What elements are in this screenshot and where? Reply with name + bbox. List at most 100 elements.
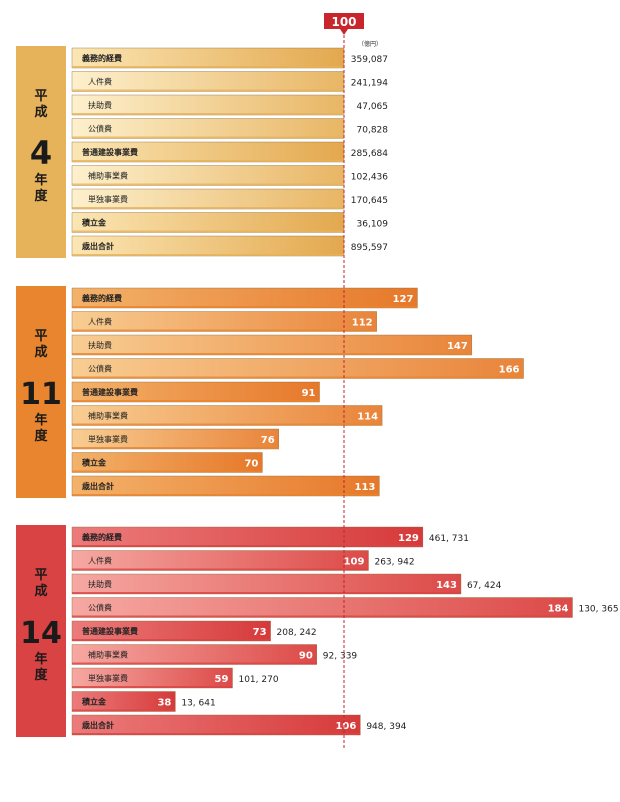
category-label: 補助事業費 [88, 171, 128, 181]
bar [71, 597, 573, 618]
bar-shadow [72, 353, 472, 355]
year-suffix-char: 度 [34, 428, 48, 444]
bar-shadow [72, 545, 423, 547]
category-label: 扶助費 [88, 340, 112, 350]
index-value-label: 70 [244, 459, 258, 470]
bar [71, 94, 345, 116]
bar-row: 公債費 70,828 [71, 118, 388, 139]
reference-marker: 100 [324, 13, 364, 35]
bar-shadow [72, 423, 383, 426]
index-value-label: 129 [398, 533, 419, 544]
year-panel [16, 525, 66, 737]
bar-shadow [72, 400, 320, 402]
bar [71, 573, 462, 595]
category-label: 人件費 [88, 317, 112, 327]
year-suffix-char: 度 [34, 667, 48, 683]
year-number: 11 [20, 377, 62, 412]
amount-label: 47,065 [357, 102, 389, 112]
category-label: 単独事業費 [88, 673, 128, 683]
bar-row: 歳出合計 895,597 [71, 235, 388, 257]
bar-shadow [72, 183, 344, 186]
bar-row: 積立金 38 13, 641 [71, 691, 216, 712]
bar [71, 118, 345, 139]
bar-row: 扶助費 143 67, 424 [71, 573, 502, 595]
year-group-4: 平成 4年度 義務的経費 359,087 人件費 241,194 扶助費 47,065 公債費 7… [16, 40, 388, 258]
amount-label: 101, 270 [238, 675, 278, 685]
category-label: 歳出合計 [82, 241, 114, 251]
category-label: 義務的経費 [82, 53, 122, 63]
bar-shadow [72, 470, 263, 473]
bar-row: 補助事業費 102,436 [71, 165, 388, 186]
bar-shadow [72, 615, 573, 618]
bar-row: 義務的経費 129 461, 731 [71, 526, 469, 548]
reference-badge [324, 13, 364, 35]
amount-label: 263, 942 [374, 558, 414, 568]
index-value-label: 166 [499, 365, 520, 376]
index-value-label: 109 [344, 557, 365, 568]
index-value-label: 143 [436, 580, 457, 591]
year-era-char: 成 [34, 344, 47, 360]
year-panel [16, 46, 66, 258]
index-value-label: 91 [302, 388, 316, 399]
bar-shadow [72, 568, 369, 571]
category-label: 公債費 [88, 124, 112, 134]
bar-shadow [72, 639, 271, 641]
bar [71, 287, 418, 309]
bar-row: 義務的経費 359,087 [71, 47, 388, 69]
year-suffix-char: 年 [34, 651, 47, 667]
bar-shadow [72, 207, 344, 209]
amount-label: 67, 424 [467, 581, 502, 591]
amount-label: 92, 339 [323, 652, 358, 662]
bar-row: 人件費 112 [71, 311, 377, 332]
year-suffix-char: 度 [34, 188, 48, 204]
amount-label: 461, 731 [429, 534, 469, 544]
index-value-label: 184 [548, 604, 569, 615]
bar-row: 積立金 70 [71, 452, 263, 473]
category-label: 単独事業費 [88, 194, 128, 204]
category-label: 普通建設事業費 [82, 387, 138, 397]
bar-row: 扶助費 147 [71, 334, 473, 356]
amount-label: 948, 394 [366, 722, 406, 732]
bar [71, 212, 345, 233]
index-value-label: 112 [352, 318, 373, 329]
index-value-label: 73 [253, 627, 267, 638]
category-label: 歳出合計 [82, 720, 114, 730]
index-value-label: 90 [299, 651, 313, 662]
category-label: 普通建設事業費 [82, 626, 138, 636]
amount-label: 895,597 [351, 243, 388, 253]
year-era-char: 平 [34, 329, 47, 344]
category-label: 補助事業費 [88, 650, 128, 660]
bar [71, 714, 361, 736]
year-suffix-char: 年 [34, 412, 47, 428]
bar-row: 義務的経費 127 [71, 287, 418, 309]
bar-row: 扶助費 47,065 [71, 94, 389, 116]
bar-shadow [72, 254, 344, 256]
bar-shadow [72, 306, 418, 308]
bar-shadow [72, 686, 233, 688]
amount-label: 359,087 [351, 55, 388, 65]
category-label: 公債費 [88, 603, 112, 613]
bar-shadow [72, 160, 344, 162]
year-number: 4 [30, 134, 52, 172]
category-label: 積立金 [81, 218, 107, 228]
category-label: 人件費 [88, 556, 112, 566]
bar [71, 358, 524, 379]
bar-shadow [72, 494, 380, 496]
unit-label: （億円） [358, 40, 382, 48]
category-label: 義務的経費 [82, 293, 122, 303]
category-label: 積立金 [81, 458, 107, 468]
bar [71, 334, 473, 356]
bar-shadow [72, 662, 317, 665]
bar-row: 単独事業費 170,645 [71, 188, 388, 210]
bar-shadow [72, 329, 377, 332]
bar-row: 人件費 109 263, 942 [71, 550, 415, 571]
bar [71, 550, 369, 571]
bar-row: 普通建設事業費 73 208, 242 [71, 620, 317, 642]
bar-row: 公債費 166 [71, 358, 524, 379]
index-value-label: 147 [447, 341, 468, 352]
bar-row: 単独事業費 59 101, 270 [71, 667, 279, 689]
index-value-label: 59 [215, 674, 229, 685]
